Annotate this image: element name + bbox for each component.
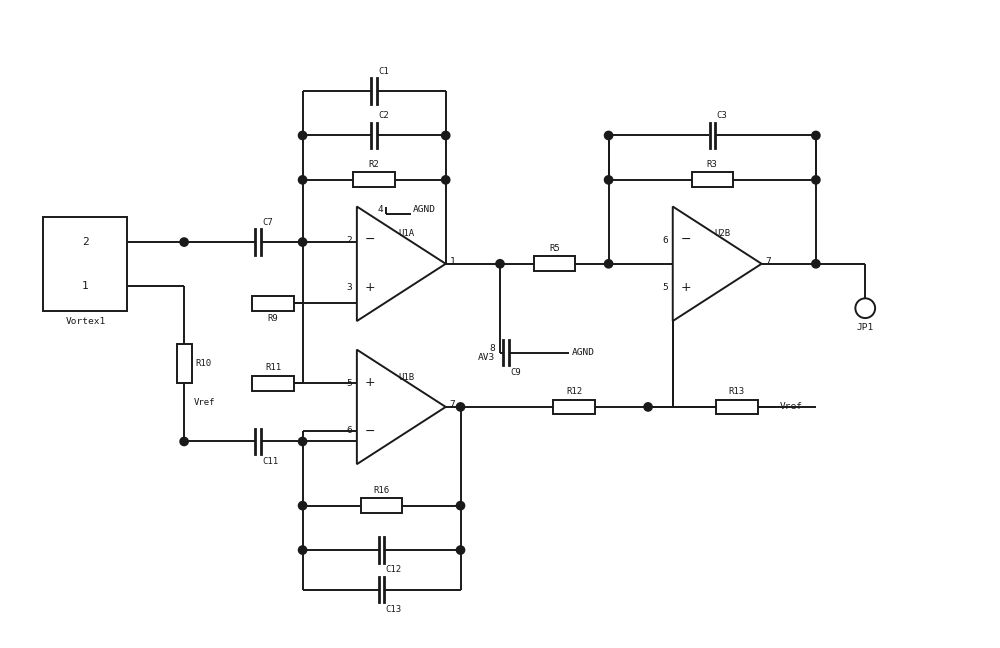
Text: 1: 1 (450, 257, 455, 266)
Text: C1: C1 (378, 67, 389, 76)
Circle shape (604, 260, 613, 268)
Bar (43, 217, 127, 310)
Circle shape (442, 132, 450, 139)
Text: 6: 6 (662, 236, 668, 244)
Text: +: + (681, 281, 691, 294)
Circle shape (604, 176, 613, 184)
Polygon shape (357, 350, 446, 464)
Text: R13: R13 (729, 387, 745, 396)
Circle shape (456, 546, 465, 554)
Text: 5: 5 (662, 283, 668, 292)
Text: Vref: Vref (194, 398, 215, 407)
Circle shape (644, 403, 652, 411)
Text: C9: C9 (510, 368, 521, 377)
Text: R16: R16 (373, 486, 390, 495)
Text: C2: C2 (378, 111, 389, 120)
Bar (353, 172, 395, 187)
Text: 8: 8 (489, 344, 495, 353)
Bar (252, 296, 294, 310)
Bar (692, 172, 733, 187)
Bar (361, 498, 402, 513)
Circle shape (812, 132, 820, 139)
Text: 5: 5 (346, 378, 352, 388)
Text: Vref: Vref (779, 402, 802, 411)
Text: +: + (365, 281, 375, 294)
Circle shape (298, 176, 307, 184)
Text: R10: R10 (195, 359, 211, 368)
Text: C3: C3 (716, 111, 727, 120)
Text: C11: C11 (262, 457, 278, 466)
Text: R5: R5 (549, 244, 560, 253)
Polygon shape (357, 207, 446, 321)
Bar (177, 343, 192, 383)
Circle shape (298, 238, 307, 246)
Text: R9: R9 (268, 314, 278, 323)
Circle shape (298, 132, 307, 139)
Text: 3: 3 (346, 283, 352, 292)
Text: C7: C7 (262, 218, 273, 227)
Text: 2: 2 (82, 237, 89, 247)
Text: Vortex1: Vortex1 (65, 317, 106, 326)
Bar (252, 376, 294, 391)
Text: U1B: U1B (398, 373, 414, 382)
Circle shape (298, 437, 307, 446)
Text: AGND: AGND (413, 205, 436, 214)
Text: U1A: U1A (398, 229, 414, 238)
Text: R2: R2 (369, 160, 380, 169)
Text: 2: 2 (346, 236, 352, 244)
Text: 4: 4 (378, 205, 384, 214)
Circle shape (298, 546, 307, 554)
Text: C12: C12 (386, 565, 402, 574)
Circle shape (298, 502, 307, 510)
Text: AV3: AV3 (478, 353, 495, 362)
Text: R12: R12 (566, 387, 582, 396)
Text: −: − (365, 424, 375, 437)
Text: 6: 6 (346, 426, 352, 435)
Circle shape (442, 176, 450, 184)
Circle shape (456, 403, 465, 411)
Circle shape (496, 260, 504, 268)
Circle shape (180, 238, 188, 246)
Text: +: + (365, 376, 375, 389)
Circle shape (855, 298, 875, 318)
Circle shape (456, 502, 465, 510)
Text: U2B: U2B (714, 229, 730, 238)
Text: C13: C13 (386, 605, 402, 614)
Text: JP1: JP1 (857, 323, 874, 332)
Text: R11: R11 (265, 364, 281, 373)
Circle shape (604, 132, 613, 139)
Circle shape (812, 176, 820, 184)
Bar (553, 400, 595, 414)
Text: R3: R3 (707, 160, 718, 169)
Text: 7: 7 (766, 257, 771, 266)
Text: −: − (681, 233, 691, 246)
Text: −: − (365, 233, 375, 246)
Text: 7: 7 (450, 400, 455, 410)
Polygon shape (673, 207, 762, 321)
Bar (716, 400, 758, 414)
Text: 1: 1 (82, 281, 89, 290)
Text: AGND: AGND (572, 348, 595, 357)
Bar (534, 257, 575, 272)
Circle shape (812, 260, 820, 268)
Circle shape (180, 437, 188, 446)
